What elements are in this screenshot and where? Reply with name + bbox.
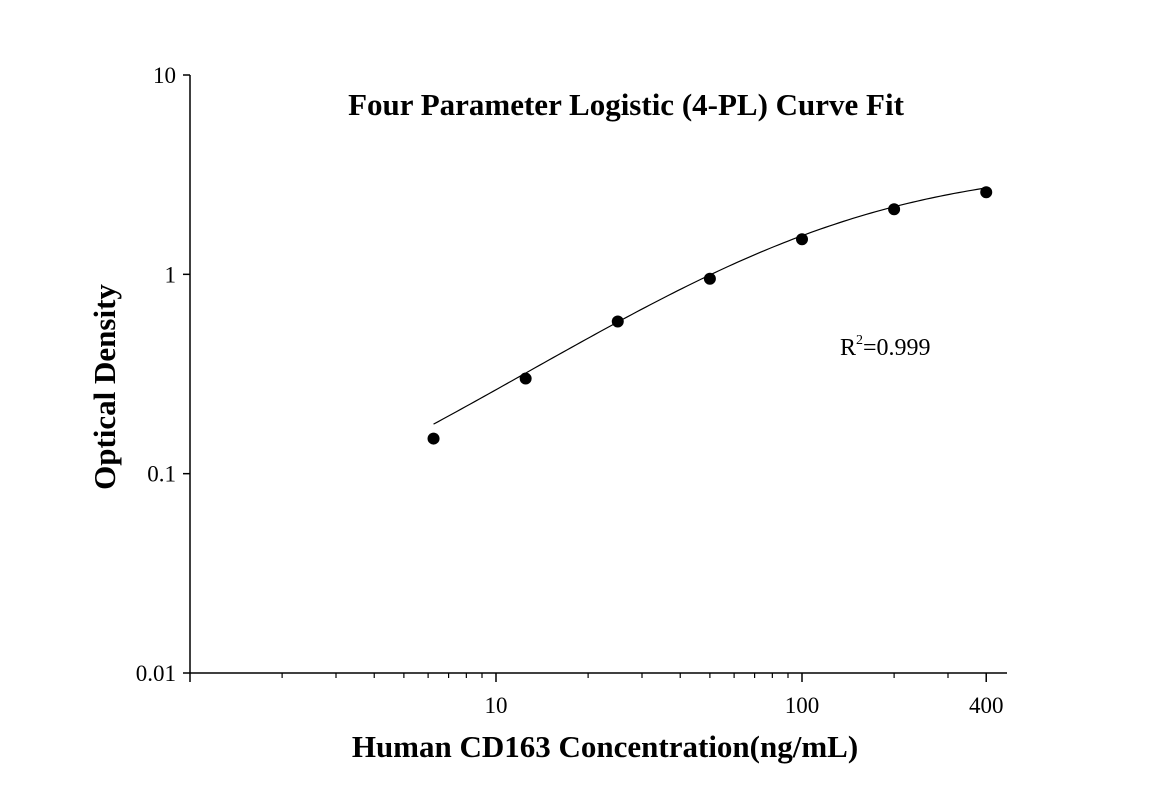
r-squared-prefix: R [840, 335, 856, 361]
y-tick-label: 0.01 [136, 661, 176, 686]
fit-curve [433, 187, 987, 425]
r-squared-superscript: 2 [856, 333, 863, 348]
data-point [888, 203, 901, 216]
chart-title: Four Parameter Logistic (4-PL) Curve Fit [348, 87, 905, 122]
data-points [427, 186, 993, 445]
y-axis-ticks: 0.01 0.1 1 10 [136, 63, 190, 686]
plot-frame [189, 75, 1007, 674]
data-point [703, 272, 716, 285]
y-tick-label: 0.1 [147, 462, 176, 487]
data-point [427, 432, 440, 445]
r-squared-value: =0.999 [863, 335, 931, 361]
r-squared-annotation: R2=0.999 [840, 333, 931, 361]
data-point [980, 186, 993, 199]
y-tick-label: 10 [153, 63, 176, 88]
x-tick-label: 10 [485, 693, 508, 718]
y-axis-title: Optical Density [87, 284, 122, 490]
y-tick-label: 1 [165, 262, 177, 287]
x-axis-title: Human CD163 Concentration(ng/mL) [352, 729, 858, 764]
x-tick-label: 400 [969, 693, 1004, 718]
x-tick-label: 100 [785, 693, 820, 718]
data-point [519, 372, 532, 385]
x-axis-ticks: 10 100 400 [189, 673, 1004, 718]
data-point [796, 233, 808, 246]
data-point [611, 315, 624, 328]
